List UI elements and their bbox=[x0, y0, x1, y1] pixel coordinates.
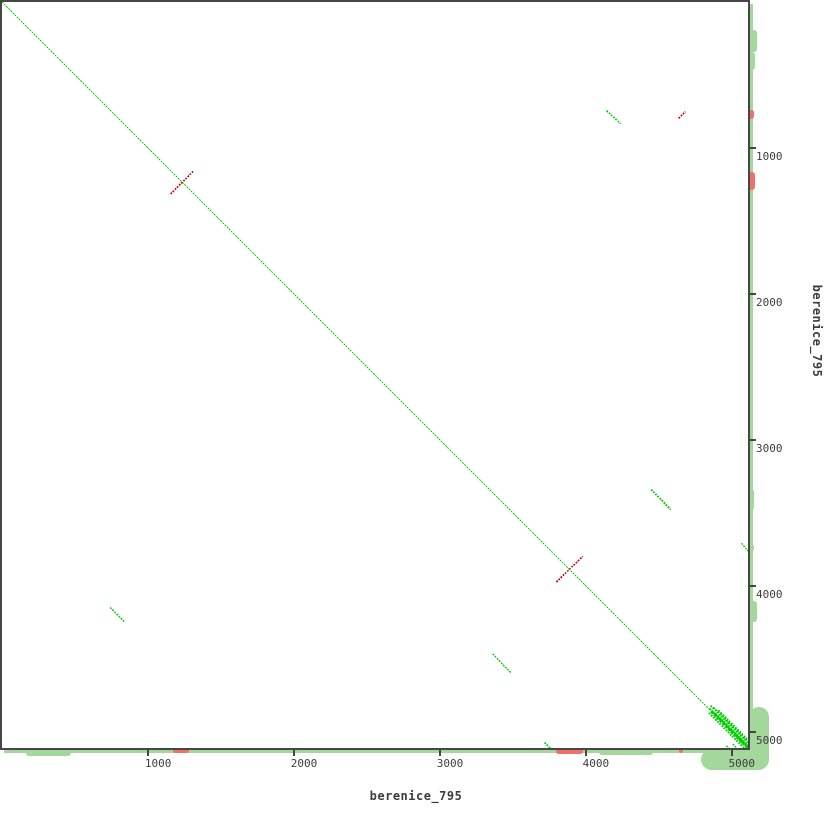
x-tick-label: 5000 bbox=[728, 757, 756, 770]
alignment-segment-rev bbox=[169, 169, 195, 195]
alignment-segment-fwd bbox=[720, 718, 748, 747]
y-tick-label: 2000 bbox=[756, 295, 783, 309]
bottom-density-red bbox=[555, 749, 584, 754]
right-density-green bbox=[749, 600, 757, 623]
alignment-segment-fwd bbox=[740, 542, 748, 552]
right-density-green bbox=[749, 30, 757, 53]
alignment-segment-fwd bbox=[708, 712, 745, 748]
bottom-density-green bbox=[109, 749, 125, 753]
x-tick-label: 2000 bbox=[290, 757, 318, 770]
x-axis-title: berenice_795 bbox=[369, 789, 463, 803]
bottom-density-green bbox=[544, 749, 550, 752]
y-tick bbox=[750, 292, 756, 295]
x-tick bbox=[146, 750, 149, 756]
x-tick-label: 1000 bbox=[144, 757, 172, 770]
right-density-red bbox=[749, 171, 755, 191]
x-tick-label: 3000 bbox=[436, 757, 464, 770]
bottom-density-green bbox=[4, 749, 755, 753]
bottom-density-green bbox=[700, 749, 770, 770]
alignment-segment-fwd bbox=[713, 707, 748, 743]
y-tick bbox=[750, 146, 756, 149]
plot-area bbox=[0, 0, 750, 750]
alignment-segment-fwd bbox=[732, 743, 738, 748]
x-tick bbox=[730, 750, 733, 756]
alignment-segment-rev bbox=[678, 111, 686, 119]
x-tick-label: 4000 bbox=[582, 757, 610, 770]
alignment-segment-fwd bbox=[717, 709, 748, 741]
alignment-segment-fwd bbox=[492, 653, 512, 673]
y-tick bbox=[750, 438, 756, 441]
y-tick-label: 1000 bbox=[756, 149, 783, 163]
alignment-segment-fwd bbox=[709, 704, 748, 744]
alignment-segment-fwd bbox=[606, 110, 622, 125]
right-density-green bbox=[749, 51, 755, 70]
alignment-plot-canvas bbox=[2, 2, 748, 748]
y-tick bbox=[750, 730, 756, 733]
y-tick-label: 4000 bbox=[756, 587, 783, 601]
bottom-density-green bbox=[26, 749, 71, 756]
right-density-green bbox=[749, 544, 754, 552]
alignment-segment-rev bbox=[555, 555, 584, 583]
x-tick bbox=[584, 750, 587, 756]
bottom-density-green bbox=[491, 749, 508, 753]
x-tick bbox=[292, 750, 295, 756]
right-density-green bbox=[749, 4, 753, 748]
y-tick bbox=[750, 584, 756, 587]
y-axis-title: berenice_795 bbox=[810, 284, 824, 378]
alignment-segment-fwd bbox=[710, 710, 748, 748]
bottom-density-green bbox=[599, 749, 653, 755]
alignment-segment-fwd bbox=[2, 2, 748, 748]
alignment-segment-fwd bbox=[543, 742, 552, 748]
alignment-segment-fwd bbox=[714, 712, 748, 747]
alignment-segment-fwd bbox=[650, 488, 672, 511]
alignment-segment-fwd bbox=[738, 738, 748, 748]
right-density-green bbox=[749, 489, 754, 510]
bottom-density-red bbox=[678, 749, 683, 753]
y-tick-label: 3000 bbox=[756, 441, 783, 455]
x-tick bbox=[438, 750, 441, 756]
y-tick-label: 5000 bbox=[756, 733, 783, 747]
alignment-segment-fwd bbox=[109, 607, 126, 623]
right-density-red bbox=[749, 109, 754, 119]
bottom-density-red bbox=[172, 749, 190, 753]
alignment-segment-fwd bbox=[725, 745, 730, 748]
